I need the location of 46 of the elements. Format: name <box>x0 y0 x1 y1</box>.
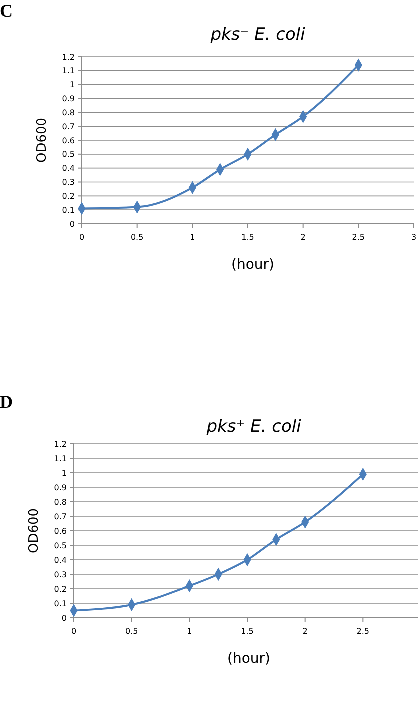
y-tick-label: 0.6 <box>54 526 67 536</box>
y-tick-label: 1 <box>62 468 67 478</box>
x-tick-label: 1.5 <box>242 233 254 242</box>
y-tick-label: 0.2 <box>54 584 67 594</box>
y-tick-label: 0.9 <box>54 483 67 492</box>
x-tick-label: 0 <box>79 233 85 242</box>
x-tick-label: 0.5 <box>130 233 144 242</box>
y-tick-label: 0.3 <box>54 570 67 580</box>
y-tick-label: 0.7 <box>62 122 75 132</box>
y-tick-label: 1.2 <box>54 440 67 449</box>
y-tick-label: 0 <box>70 220 75 229</box>
y-tick-label: 0 <box>62 614 67 623</box>
y-axis-title: OD600 <box>35 118 50 164</box>
y-tick-label: 0.3 <box>62 178 75 188</box>
y-tick-label: 0.5 <box>62 150 75 160</box>
x-axis-title: (hour) <box>228 651 270 667</box>
chart-title: pks⁺ E. coli <box>206 417 302 437</box>
y-tick-label: 0.4 <box>62 164 75 174</box>
y-tick-label: 0.9 <box>62 94 75 104</box>
text: C <box>0 0 13 21</box>
x-axis-title: (hour) <box>232 257 274 273</box>
x-tick-label: 0.5 <box>125 627 138 636</box>
x-tick-label: 1 <box>190 233 196 242</box>
x-tick-label: 3 <box>411 233 417 242</box>
y-tick-label: 0.2 <box>62 192 75 201</box>
x-tick-label: 1 <box>187 627 192 636</box>
text: D <box>0 392 13 412</box>
y-tick-label: 0.8 <box>62 108 75 118</box>
x-tick-label: 2.5 <box>352 233 366 242</box>
y-tick-label: 0.1 <box>54 599 67 608</box>
chart-title: pks⁻ E. coli <box>210 25 306 45</box>
y-tick-label: 1.1 <box>62 66 75 76</box>
x-tick-label: 2 <box>302 627 308 636</box>
y-tick-label: 0.6 <box>62 136 75 146</box>
y-axis-title: OD600 <box>27 508 42 554</box>
y-tick-label: 0.7 <box>54 512 67 522</box>
y-tick-label: 0.1 <box>62 206 75 215</box>
y-tick-label: 0.8 <box>54 498 67 507</box>
y-tick-label: 0.5 <box>54 541 67 550</box>
y-tick-label: 1 <box>70 80 75 90</box>
x-tick-label: 2.5 <box>356 627 370 636</box>
y-tick-label: 0.4 <box>54 556 67 565</box>
y-tick-label: 1.2 <box>62 52 75 62</box>
x-tick-label: 2 <box>300 233 306 242</box>
x-tick-label: 1.5 <box>241 627 254 636</box>
y-tick-label: 1.1 <box>54 454 67 464</box>
